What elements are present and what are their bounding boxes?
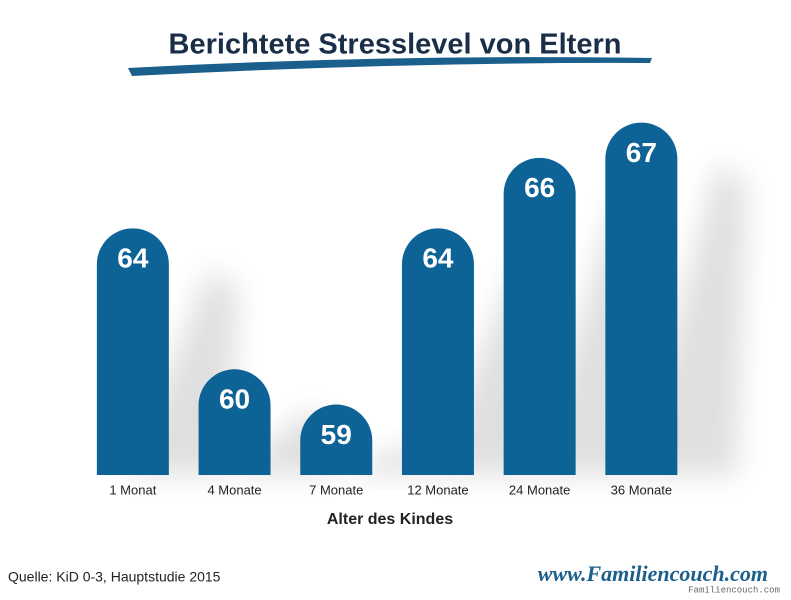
bar (401, 228, 474, 475)
bar (198, 369, 271, 475)
bar (605, 122, 678, 475)
value-label: 59 (321, 419, 352, 450)
bar (300, 404, 373, 475)
chart-title: Berichtete Stresslevel von Eltern (169, 29, 622, 61)
title-underline (128, 57, 652, 76)
source: Quelle: KiD 0-3, Hauptstudie 2015 (8, 569, 221, 585)
value-label: 66 (524, 172, 555, 203)
x-tick-label: 24 Monate (509, 482, 570, 497)
x-tick-label: 1 Monat (109, 482, 156, 497)
value-label: 64 (117, 243, 149, 274)
x-axis-label: Alter des Kindes (327, 511, 453, 528)
x-tick-label: 12 Monate (407, 482, 468, 497)
value-label: 60 (219, 384, 250, 415)
bar (503, 157, 576, 475)
x-tick-label: 7 Monate (309, 482, 363, 497)
x-tick-label: 4 Monate (207, 482, 261, 497)
watermark: Familiencouch.com (688, 585, 780, 595)
value-label: 67 (626, 137, 657, 168)
x-tick-label: 36 Monate (611, 482, 672, 497)
value-label: 64 (422, 243, 454, 274)
website: www.Familiencouch.com (538, 561, 768, 586)
bar (96, 228, 169, 475)
